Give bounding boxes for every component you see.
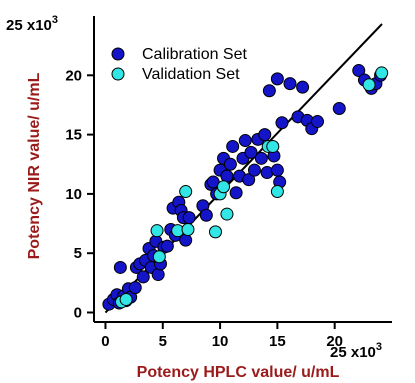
x-axis-multiplier: 25 x103: [330, 341, 382, 361]
x-axis-multiplier-base: 25 x10: [330, 344, 376, 361]
calibration-point: [270, 72, 284, 86]
data-points: [102, 64, 389, 311]
axis-ticks: 0 5 10 15 20 0 5 10 15 20: [65, 67, 343, 350]
legend-marker-calibration: [111, 47, 125, 61]
y-tick-label: 20: [65, 67, 82, 84]
calibration-point: [270, 163, 284, 177]
y-tick-label: 0: [74, 305, 82, 322]
calibration-point: [296, 80, 310, 94]
validation-point: [375, 66, 389, 80]
calibration-point: [247, 163, 261, 177]
validation-point: [119, 292, 133, 306]
calibration-point: [226, 139, 240, 153]
calibration-point: [283, 77, 297, 91]
calibration-point: [182, 211, 196, 225]
calibration-point: [113, 260, 127, 274]
calibration-point: [258, 128, 272, 142]
calibration-point: [244, 145, 258, 159]
validation-point: [150, 224, 164, 238]
x-tick-label: 20: [326, 333, 343, 350]
calibration-point: [275, 116, 289, 130]
validation-point: [179, 185, 193, 199]
calibration-point: [352, 64, 366, 78]
calibration-point: [128, 281, 142, 295]
calibration-point: [220, 169, 234, 183]
validation-point: [270, 185, 284, 199]
validation-point: [181, 222, 195, 236]
y-axis-multiplier-exponent: 3: [52, 14, 58, 26]
legend: Calibration Set Validation Set: [111, 46, 248, 83]
x-axis-multiplier-exponent: 3: [376, 341, 382, 353]
calibration-point: [242, 173, 256, 187]
x-tick-label: 10: [212, 333, 229, 350]
validation-point: [266, 139, 280, 153]
validation-point: [217, 180, 231, 194]
calibration-point: [254, 151, 268, 165]
x-tick-label: 0: [101, 333, 109, 350]
calibration-point: [332, 102, 346, 116]
calibration-point: [151, 268, 165, 282]
y-tick-label: 15: [65, 127, 82, 144]
legend-label-validation: Validation Set: [142, 66, 240, 83]
calibration-point: [199, 208, 213, 222]
y-axis-multiplier-base: 25 x10: [6, 17, 52, 34]
x-axis-title: Potency HPLC value/ u/mL: [137, 364, 340, 381]
y-tick-label: 10: [65, 186, 82, 203]
validation-point: [208, 225, 222, 239]
calibration-point: [262, 84, 276, 98]
calibration-point: [179, 233, 193, 247]
legend-label-calibration: Calibration Set: [142, 46, 248, 63]
y-tick-label: 5: [74, 245, 82, 262]
validation-point: [152, 250, 166, 264]
y-axis-title: Potency NIR value/ u/mL: [26, 72, 43, 259]
calibration-point: [311, 115, 324, 129]
calibration-point: [229, 186, 243, 200]
x-tick-label: 15: [269, 333, 286, 350]
calibration-point: [136, 270, 150, 284]
x-tick-label: 5: [159, 333, 167, 350]
calibration-point: [223, 157, 237, 171]
validation-point: [362, 78, 376, 92]
calibration-point: [160, 239, 174, 253]
y-axis-multiplier: 25 x103: [6, 14, 58, 34]
calibration-point: [238, 134, 252, 148]
validation-point: [220, 207, 234, 221]
legend-marker-validation: [111, 67, 125, 81]
